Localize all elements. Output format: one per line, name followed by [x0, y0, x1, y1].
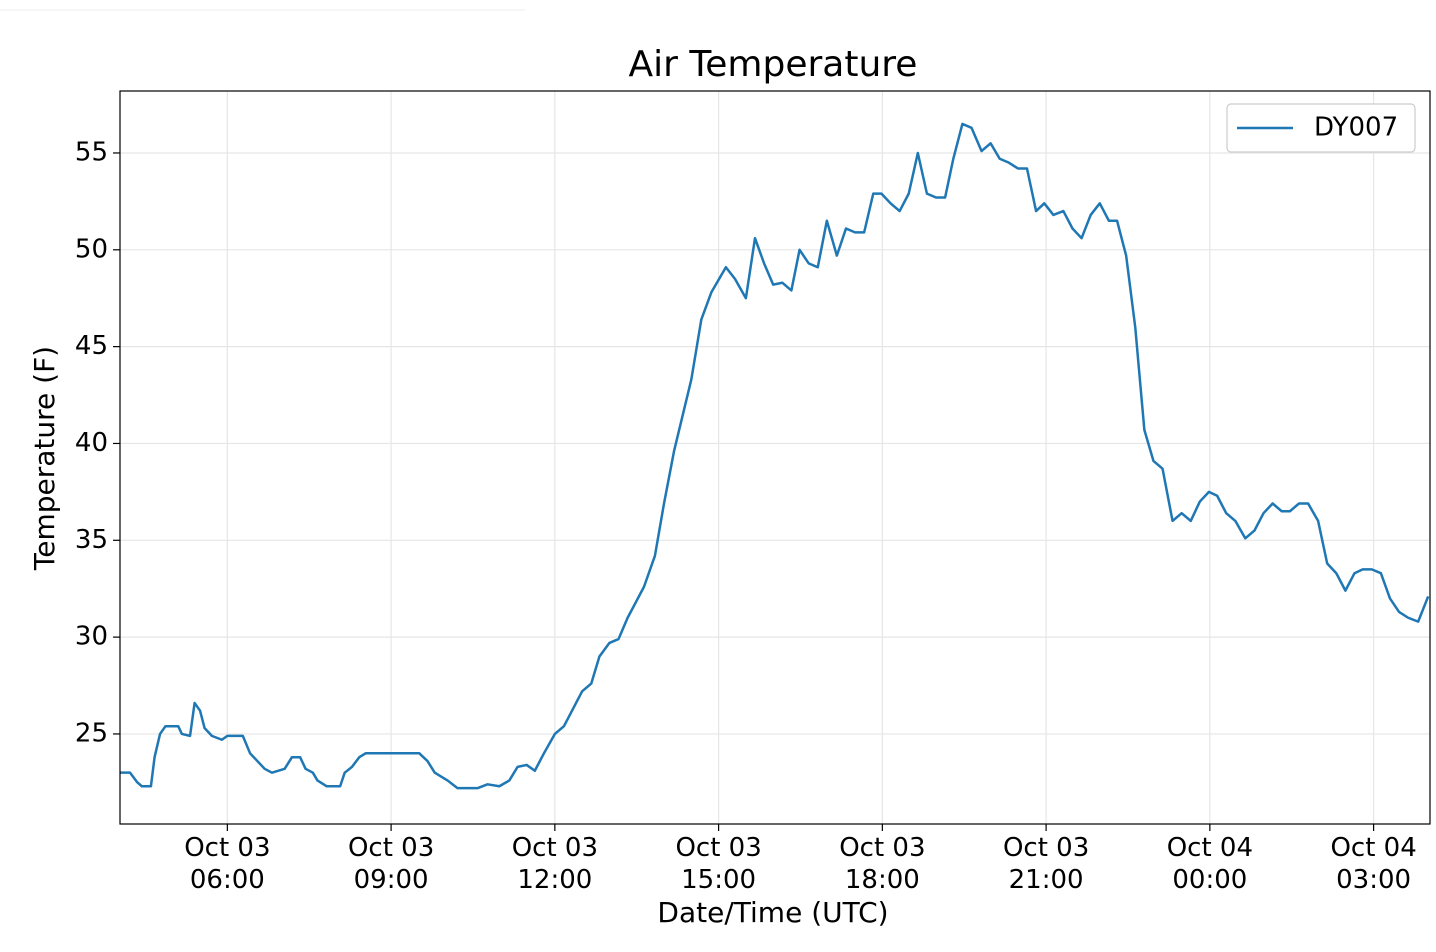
y-tick-label: 50: [75, 234, 108, 264]
y-axis-label: Temperature (F): [28, 346, 61, 571]
x-tick-label: Oct 04 03:00: [1330, 833, 1416, 895]
x-tick-label: Oct 03 09:00: [348, 833, 434, 895]
y-tick-label: 45: [75, 331, 108, 361]
x-axis-label: Date/Time (UTC): [657, 896, 888, 929]
x-tick-label: Oct 03 15:00: [675, 833, 761, 895]
x-tick-label: Oct 03 18:00: [839, 833, 925, 895]
y-tick-label: 35: [75, 525, 108, 555]
plot-frame: [119, 90, 1431, 825]
x-tick-label: Oct 03 12:00: [512, 833, 598, 895]
y-tick-label: 25: [75, 718, 108, 748]
x-tick-label: Oct 03 21:00: [1003, 833, 1089, 895]
legend-box: [1226, 103, 1416, 153]
data-line: [120, 122, 1430, 790]
legend-label: DY007: [1314, 113, 1398, 143]
y-tick-label: 55: [75, 137, 108, 167]
y-tick-label: 30: [75, 622, 108, 652]
x-tick-label: Oct 04 00:00: [1167, 833, 1253, 895]
y-tick-label: 40: [75, 428, 108, 458]
chart-title: Air Temperature: [629, 44, 918, 85]
x-tick-label: Oct 03 06:00: [184, 833, 270, 895]
